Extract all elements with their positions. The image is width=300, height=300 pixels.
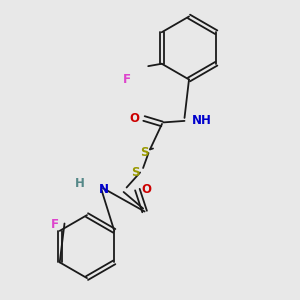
Text: N: N: [98, 183, 108, 196]
Text: O: O: [130, 112, 140, 125]
Text: S: S: [140, 146, 148, 160]
Text: NH: NH: [192, 114, 212, 128]
Text: S: S: [132, 166, 140, 179]
Text: H: H: [75, 177, 85, 190]
Text: F: F: [122, 73, 130, 86]
Text: O: O: [141, 183, 151, 196]
Text: F: F: [50, 218, 59, 232]
